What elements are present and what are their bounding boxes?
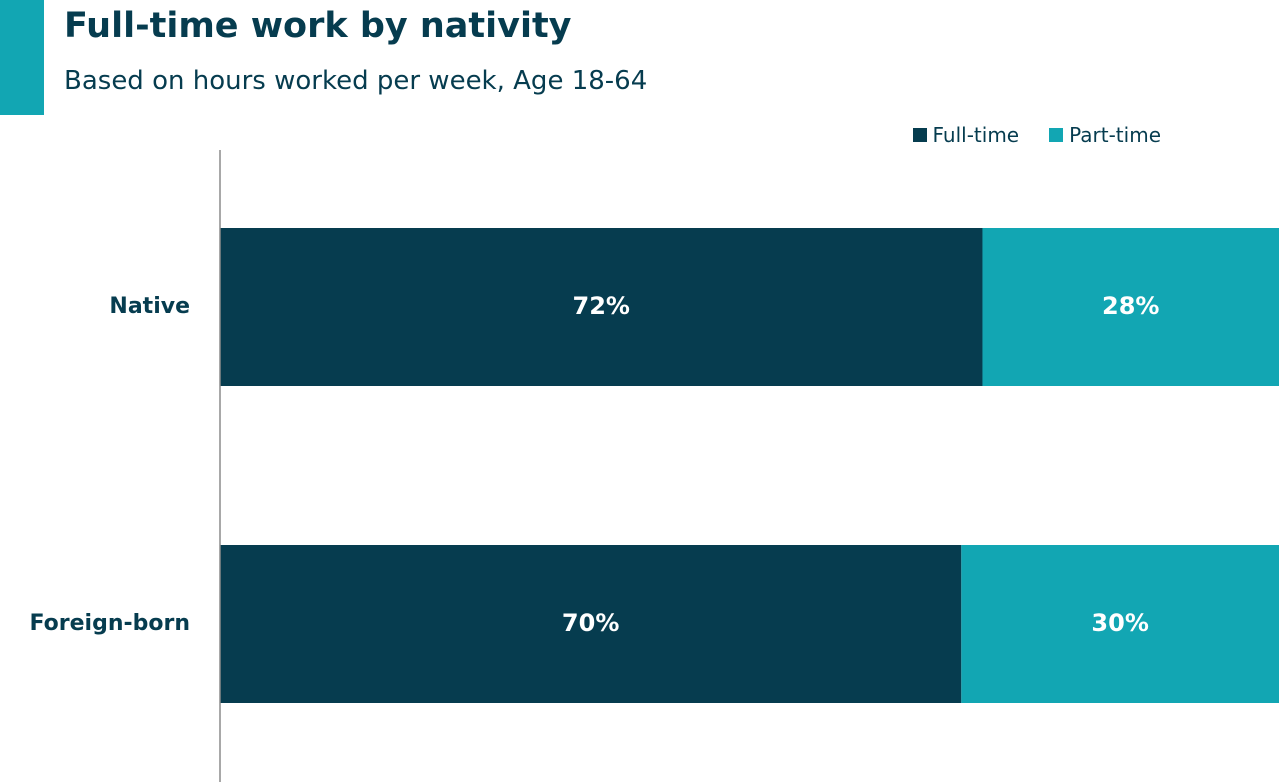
data-label-foreign-born-full-time: 70%: [562, 609, 619, 637]
legend-swatch-full-time: [912, 128, 927, 142]
legend-item-part-time: Part-time: [1049, 123, 1161, 147]
category-label-foreign-born: Foreign-born: [30, 611, 190, 636]
legend-label-full-time: Full-time: [932, 123, 1020, 147]
data-label-native-full-time: 72%: [573, 292, 630, 320]
bar-foreign-born-part-time: [961, 545, 1279, 703]
bar-native-full-time: [220, 228, 983, 386]
chart-legend: Full-time Part-time: [912, 123, 1161, 147]
chart-title: Full-time work by nativity: [64, 6, 572, 46]
bar-foreign-born-full-time: [220, 545, 962, 703]
title-accent-bar: [0, 0, 44, 115]
category-label-native: Native: [109, 294, 190, 319]
bar-native-part-time: [982, 228, 1279, 386]
legend-label-part-time: Part-time: [1069, 123, 1161, 147]
data-label-foreign-born-part-time: 30%: [1091, 609, 1148, 637]
data-label-native-part-time: 28%: [1102, 292, 1159, 320]
chart-subtitle: Based on hours worked per week, Age 18-6…: [64, 66, 648, 96]
legend-item-full-time: Full-time: [912, 123, 1020, 147]
legend-swatch-part-time: [1049, 128, 1064, 142]
